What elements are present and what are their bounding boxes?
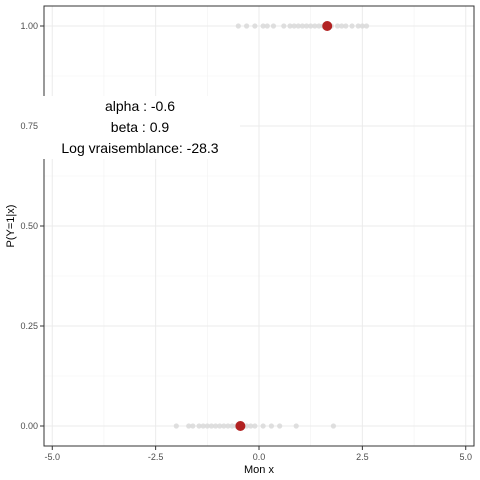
annotation-alpha: alpha : -0.6 [104,98,176,114]
observation-point [343,23,349,29]
observation-point [291,23,297,29]
observation-point [252,23,258,29]
observation-point [217,423,223,429]
highlight-point [235,421,246,431]
observation-point [173,423,179,429]
observation-point [281,23,287,29]
observation-point [252,423,258,429]
observation-point [299,23,306,29]
x-axis-label: Mon x [244,464,274,476]
observation-point [359,23,365,29]
observation-point [200,423,206,429]
y-tick-label: 0.75 [20,121,38,131]
observation-point [295,23,301,29]
observation-point [225,423,231,429]
model-annotation: alpha : -0.6 beta : 0.9 Log vraisemblanc… [40,96,240,159]
observation-point [316,23,322,29]
observation-point [277,423,283,429]
observation-point [204,423,210,429]
observation-point [260,423,266,429]
observation-point [312,23,318,29]
y-tick-label: 0.25 [20,321,38,331]
observation-point [363,23,370,29]
observation-point [349,23,355,29]
observation-point [355,23,361,29]
annotation-loglik: Log vraisemblance: -28.3 [61,140,219,156]
y-tick-label: 1.00 [20,21,38,31]
observation-point [303,23,310,29]
observation-point [186,423,192,429]
observation-point [208,423,215,429]
observation-point [260,23,266,29]
observation-point [264,23,270,29]
y-tick-label: 0.00 [20,421,38,431]
x-tick-label: 2.5 [356,452,369,462]
highlight-point [322,21,333,31]
y-tick-label: 0.50 [20,221,38,231]
observation-point [293,423,299,429]
y-axis: 0.00 0.25 0.50 0.75 1.00 [20,21,44,431]
x-tick-label: -5.0 [45,452,61,462]
observation-point [243,423,250,429]
highlight-layer [235,21,333,431]
observation-point [235,23,241,29]
observation-point [229,423,235,429]
observation-point [212,423,219,429]
observation-point [287,23,293,29]
x-tick-label: 0.0 [253,452,266,462]
observation-point [196,423,202,429]
observation-point [243,23,250,29]
observation-point [339,23,345,29]
observation-point [334,23,341,29]
x-tick-label: 5.0 [459,452,472,462]
y-axis-label: P(Y=1|x) [5,205,17,248]
observation-point [248,423,254,429]
observation-point [308,23,314,29]
x-tick-label: -2.5 [148,452,164,462]
observation-point [221,423,227,429]
observation-point [270,23,277,29]
observation-point [330,423,337,429]
x-axis: -5.0 -2.5 0.0 2.5 5.0 [45,446,472,462]
observation-point [190,423,196,429]
annotation-beta: beta : 0.9 [110,119,170,135]
grid-major [44,6,474,446]
observation-point [268,423,275,429]
